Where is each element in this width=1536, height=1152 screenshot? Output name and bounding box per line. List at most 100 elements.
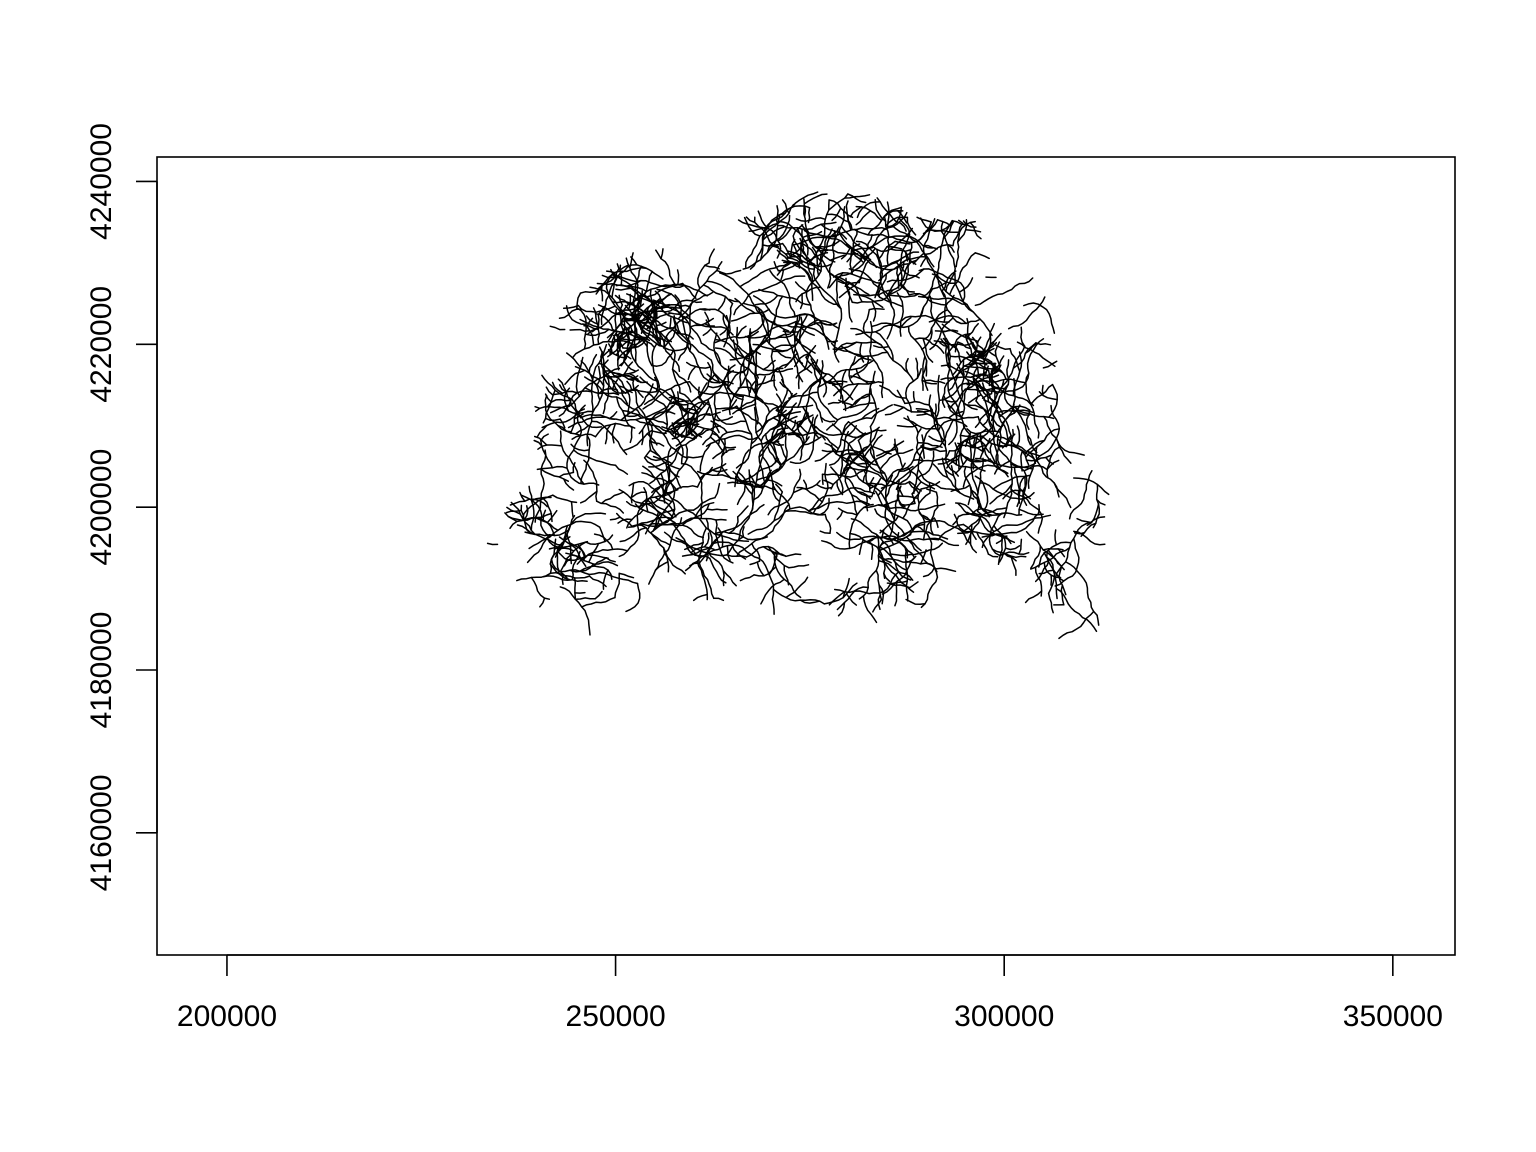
stream-segment xyxy=(807,487,852,512)
stream-segment xyxy=(759,215,781,261)
stream-segment xyxy=(635,388,644,399)
stream-segment xyxy=(1058,610,1095,640)
stream-segment xyxy=(717,295,727,311)
stream-segment xyxy=(619,527,647,543)
stream-segment xyxy=(799,293,804,310)
stream-segment xyxy=(941,457,949,479)
stream-segment xyxy=(869,388,878,428)
stream-segment xyxy=(978,435,1008,448)
stream-segment xyxy=(777,367,785,384)
stream-segment xyxy=(859,342,865,363)
stream-segment xyxy=(869,446,901,538)
stream-segment xyxy=(571,340,638,359)
stream-segment xyxy=(796,226,809,256)
stream-segment xyxy=(640,306,654,330)
stream-segment xyxy=(768,432,781,444)
stream-segment xyxy=(563,478,575,491)
stream-segment xyxy=(568,367,621,408)
stream-segment xyxy=(935,491,939,508)
stream-segment xyxy=(799,242,802,264)
stream-segment xyxy=(662,547,670,573)
stream-segment xyxy=(625,582,641,613)
stream-segment xyxy=(990,377,1001,391)
stream-segment xyxy=(580,360,595,384)
stream-segment xyxy=(875,292,904,308)
stream-segment xyxy=(585,534,614,545)
stream-segment xyxy=(694,501,715,519)
stream-segment xyxy=(970,458,992,462)
stream-segment xyxy=(863,469,872,489)
stream-segment xyxy=(917,441,943,449)
stream-segment xyxy=(569,542,585,562)
stream-segment xyxy=(644,282,684,298)
stream-segment xyxy=(845,593,858,606)
stream-segment xyxy=(725,314,731,336)
stream-segment xyxy=(697,262,710,290)
stream-segment xyxy=(921,272,939,298)
stream-segment xyxy=(898,217,911,236)
stream-segment xyxy=(1027,404,1061,490)
stream-segment xyxy=(623,361,634,376)
stream-segment xyxy=(1055,587,1098,633)
stream-segment xyxy=(641,428,644,446)
stream-segment xyxy=(820,258,884,309)
stream-segment xyxy=(850,243,861,251)
stream-segment xyxy=(541,374,582,419)
stream-segment xyxy=(821,449,863,454)
stream-segment xyxy=(735,326,739,353)
stream-segment xyxy=(661,426,695,441)
stream-segment xyxy=(880,528,885,541)
stream-segment xyxy=(920,445,941,450)
stream-segment xyxy=(977,416,1037,462)
stream-segment xyxy=(997,534,1003,566)
stream-segment xyxy=(655,324,662,346)
stream-segment xyxy=(929,506,939,536)
stream-segment xyxy=(770,352,799,382)
stream-segment xyxy=(714,519,734,564)
stream-segment xyxy=(836,480,844,496)
stream-segment xyxy=(668,396,702,411)
stream-segment xyxy=(902,248,917,266)
stream-segment xyxy=(616,388,638,394)
stream-segment xyxy=(557,378,603,429)
stream-segment xyxy=(782,431,804,437)
stream-segment xyxy=(588,543,599,563)
stream-segment xyxy=(883,215,890,267)
stream-segment xyxy=(981,347,995,359)
stream-segment xyxy=(767,468,802,516)
stream-segment xyxy=(981,382,990,403)
stream-segment xyxy=(826,370,876,431)
stream-segment xyxy=(977,349,986,358)
stream-segment xyxy=(530,576,551,600)
y-tick-label: 4200000 xyxy=(85,449,118,566)
stream-segment xyxy=(667,480,677,490)
stream-segment xyxy=(756,421,788,481)
stream-segment xyxy=(995,536,1005,545)
stream-segment xyxy=(1010,407,1031,416)
stream-segment xyxy=(576,292,582,309)
stream-segment xyxy=(878,255,928,282)
stream-segment xyxy=(647,522,705,539)
stream-segment xyxy=(723,321,730,348)
stream-segment xyxy=(534,406,594,415)
stream-segment xyxy=(642,380,691,410)
stream-segment xyxy=(691,261,723,302)
stream-segment xyxy=(507,512,553,522)
stream-segment xyxy=(558,471,575,478)
stream-segment xyxy=(536,465,568,471)
stream-segment xyxy=(912,252,925,265)
stream-segment xyxy=(742,205,779,270)
stream-segment xyxy=(917,469,975,500)
stream-segment xyxy=(904,545,909,602)
stream-segment xyxy=(815,368,841,386)
stream-segment xyxy=(997,409,1034,414)
stream-segment xyxy=(953,513,965,532)
stream-segment xyxy=(615,287,632,291)
stream-segment xyxy=(867,540,915,593)
stream-segment xyxy=(933,517,939,529)
stream-segment xyxy=(722,313,729,329)
stream-segment xyxy=(1060,584,1065,606)
stream-segment xyxy=(970,489,981,513)
stream-segment xyxy=(699,463,727,480)
stream-segment xyxy=(976,384,989,414)
